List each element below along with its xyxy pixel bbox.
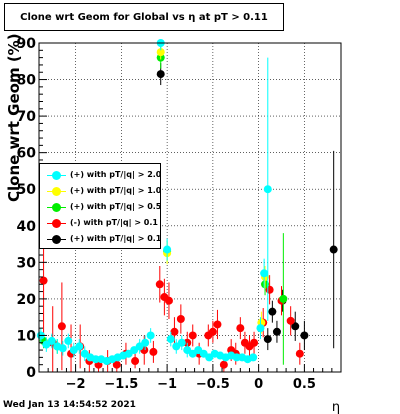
y-axis-label: Clone wrt Geom (%) xyxy=(5,33,23,202)
data-point xyxy=(263,185,272,194)
y-tick-label: 60 xyxy=(17,146,37,162)
legend: (+) with pT/|q| > 2.0 (+) with pT/|q| > 1… xyxy=(39,163,161,249)
legend-marker xyxy=(52,235,61,244)
legend-label: (+) with pT/|q| > 2.0 xyxy=(70,170,162,179)
y-tick-label: 40 xyxy=(17,219,37,235)
legend-label: (+) with pT/|q| > 1.0 xyxy=(70,186,162,195)
data-point xyxy=(249,353,258,362)
legend-label: (+) with pT/|q| > 0.1 xyxy=(70,234,162,243)
data-point xyxy=(291,322,300,331)
data-point xyxy=(170,327,179,336)
footer-date: Wed Jan 13 14:54:52 2021 xyxy=(3,400,136,410)
legend-entry: (+) with pT/|q| > 2.0 xyxy=(40,168,162,184)
data-point xyxy=(272,327,281,336)
data-point xyxy=(263,335,272,344)
data-point xyxy=(75,342,84,351)
data-point xyxy=(164,296,173,305)
y-tick-label: 70 xyxy=(17,109,37,125)
y-tick-label: 90 xyxy=(17,36,37,52)
legend-entry: (+) with pT/|q| > 1.0 xyxy=(40,184,162,200)
data-point xyxy=(286,316,295,325)
x-tick-label: −1 xyxy=(157,377,177,392)
data-point xyxy=(295,349,304,358)
y-tick-label: 20 xyxy=(17,292,37,308)
data-point xyxy=(47,336,56,345)
data-point xyxy=(112,360,121,369)
chart-title: Clone wrt Geom for Global vs η at pT > 0… xyxy=(20,11,268,23)
data-point xyxy=(155,280,164,289)
data-point xyxy=(166,335,175,344)
x-tick-label: 0.5 xyxy=(293,377,316,392)
axes: −2 −1.5 −1 −0.5 0 0.5 0 10 20 30 40 50 60 70 80 90Clone… xyxy=(5,33,342,414)
data-point xyxy=(176,314,185,323)
data-point xyxy=(260,269,269,278)
y-tick-label: 80 xyxy=(17,73,37,89)
legend-marker xyxy=(52,219,61,228)
legend-marker xyxy=(52,187,61,196)
data-point xyxy=(39,276,48,285)
x-tick-label: −0.5 xyxy=(196,377,230,392)
data-point xyxy=(213,320,222,329)
data-point xyxy=(329,245,338,254)
data-point xyxy=(256,324,265,333)
y-tick-label: 0 xyxy=(26,365,36,381)
x-tick-label: −2 xyxy=(66,377,86,392)
legend-entry: (+) with pT/|q| > 0.5 xyxy=(40,200,162,216)
data-point xyxy=(219,360,228,369)
data-point xyxy=(300,331,309,340)
data-point xyxy=(188,331,197,340)
data-point xyxy=(91,355,100,364)
series-0 xyxy=(156,63,338,351)
data-point xyxy=(250,338,259,347)
data-point xyxy=(149,347,158,356)
legend-label: (+) with pT/|q| > 0.5 xyxy=(70,202,162,211)
data-point xyxy=(156,48,165,57)
legend-entry: (-) with pT/|q| > 0.1 xyxy=(40,216,160,232)
data-point xyxy=(58,344,67,353)
legend-entry: (+) with pT/|q| > 0.1 xyxy=(40,232,162,248)
y-tick-label: 10 xyxy=(17,328,37,344)
data-point xyxy=(177,338,186,347)
series-4 xyxy=(36,39,272,366)
data-point xyxy=(268,307,277,316)
data-point xyxy=(57,322,66,331)
data-point xyxy=(208,327,217,336)
data-point xyxy=(163,245,172,254)
legend-marker xyxy=(52,171,61,180)
data-point xyxy=(64,336,73,345)
data-point xyxy=(156,70,165,79)
data-point xyxy=(131,357,140,366)
data-point xyxy=(279,294,288,303)
data-point xyxy=(141,338,150,347)
y-tick-label: 50 xyxy=(17,182,37,198)
x-axis-label: η xyxy=(332,400,340,414)
x-tick-label: 0 xyxy=(254,377,263,392)
legend-marker xyxy=(52,203,61,212)
legend-label: (-) with pT/|q| > 0.1 xyxy=(70,218,158,227)
data-point xyxy=(236,324,245,333)
y-tick-label: 30 xyxy=(17,255,37,271)
grid-lines xyxy=(39,43,341,372)
x-tick-label: −1.5 xyxy=(104,377,138,392)
data-point xyxy=(146,331,155,340)
data-point xyxy=(232,353,241,362)
chart-title-box: Clone wrt Geom for Global vs η at pT > 0… xyxy=(4,3,284,31)
